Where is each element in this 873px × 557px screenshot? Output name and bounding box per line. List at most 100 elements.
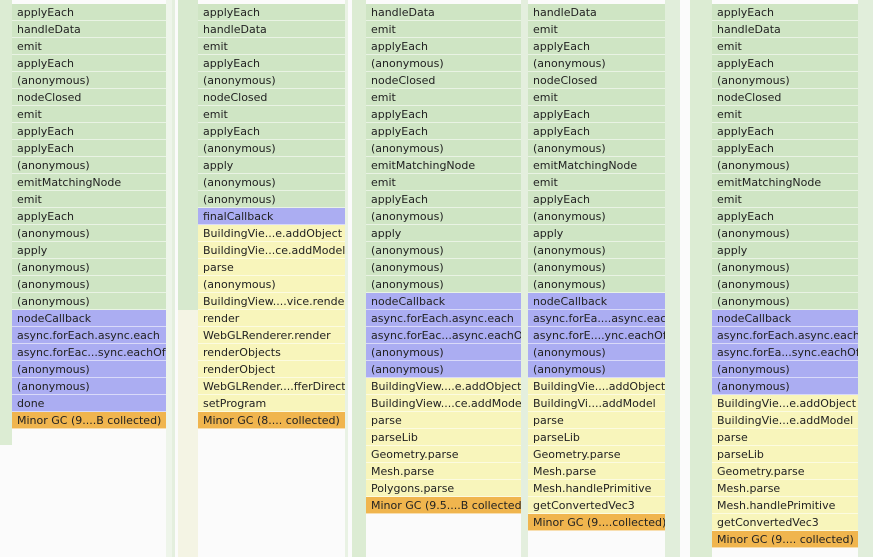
call-frame[interactable]: applyEach xyxy=(528,38,665,55)
call-frame[interactable]: applyEach xyxy=(366,38,521,55)
call-frame[interactable]: apply xyxy=(198,157,345,174)
call-frame[interactable]: emit xyxy=(712,106,858,123)
call-frame[interactable]: setProgram xyxy=(198,395,345,412)
call-frame[interactable]: BuildingVie...e.addObject xyxy=(712,395,858,412)
call-frame[interactable]: applyEach xyxy=(198,123,345,140)
call-frame[interactable]: parse xyxy=(198,259,345,276)
call-frame[interactable]: (anonymous) xyxy=(366,242,521,259)
call-frame[interactable]: BuildingView....vice.render xyxy=(198,293,345,310)
call-frame[interactable]: applyEach xyxy=(12,123,166,140)
call-frame[interactable]: applyEach xyxy=(366,191,521,208)
call-frame[interactable]: (anonymous) xyxy=(712,293,858,310)
call-frame[interactable]: handleData xyxy=(12,21,166,38)
call-frame[interactable]: Mesh.parse xyxy=(366,463,521,480)
call-frame[interactable]: BuildingVi....addModel xyxy=(528,395,665,412)
call-frame[interactable]: Geometry.parse xyxy=(712,463,858,480)
call-frame[interactable]: BuildingView....ce.addModel xyxy=(366,395,521,412)
call-frame[interactable]: BuildingView....e.addObject xyxy=(366,378,521,395)
call-frame[interactable]: (anonymous) xyxy=(12,361,166,378)
call-frame[interactable]: async.forEa....async.each xyxy=(528,310,665,327)
call-frame[interactable]: async.forE....ync.eachOf xyxy=(528,327,665,344)
call-frame[interactable]: (anonymous) xyxy=(366,208,521,225)
call-frame[interactable]: applyEach xyxy=(12,208,166,225)
call-frame[interactable]: emit xyxy=(528,89,665,106)
call-frame[interactable]: done xyxy=(12,395,166,412)
call-frame[interactable]: parseLib xyxy=(528,429,665,446)
call-frame[interactable]: applyEach xyxy=(712,4,858,21)
call-frame[interactable]: applyEach xyxy=(528,191,665,208)
call-frame[interactable]: async.forEac...async.eachOf xyxy=(366,327,521,344)
call-frame[interactable]: applyEach xyxy=(198,55,345,72)
call-frame[interactable]: (anonymous) xyxy=(366,55,521,72)
call-frame[interactable]: nodeCallback xyxy=(528,293,665,310)
call-frame[interactable]: (anonymous) xyxy=(528,259,665,276)
call-frame[interactable]: (anonymous) xyxy=(528,276,665,293)
call-frame[interactable]: (anonymous) xyxy=(366,259,521,276)
call-frame[interactable]: nodeCallback xyxy=(12,310,166,327)
call-frame[interactable]: (anonymous) xyxy=(12,378,166,395)
call-frame[interactable]: nodeClosed xyxy=(12,89,166,106)
call-frame[interactable]: emit xyxy=(12,191,166,208)
call-frame[interactable]: (anonymous) xyxy=(12,276,166,293)
call-frame[interactable]: applyEach xyxy=(366,106,521,123)
call-frame[interactable]: emit xyxy=(712,38,858,55)
call-frame[interactable]: applyEach xyxy=(712,123,858,140)
call-frame[interactable]: emit xyxy=(366,21,521,38)
call-frame[interactable]: Minor GC (9....B collected) xyxy=(12,412,166,429)
call-frame[interactable]: emitMatchingNode xyxy=(712,174,858,191)
call-frame[interactable]: (anonymous) xyxy=(12,293,166,310)
call-frame[interactable]: (anonymous) xyxy=(366,276,521,293)
call-frame[interactable]: emit xyxy=(528,174,665,191)
call-frame[interactable]: (anonymous) xyxy=(366,361,521,378)
call-frame[interactable]: renderObject xyxy=(198,361,345,378)
call-frame[interactable]: emitMatchingNode xyxy=(366,157,521,174)
call-frame[interactable]: emit xyxy=(366,89,521,106)
call-frame[interactable]: (anonymous) xyxy=(198,140,345,157)
call-frame[interactable]: Mesh.handlePrimitive xyxy=(712,497,858,514)
call-frame[interactable]: Mesh.parse xyxy=(528,463,665,480)
call-frame[interactable]: nodeClosed xyxy=(528,72,665,89)
call-frame[interactable]: Minor GC (9....collected) xyxy=(528,514,665,531)
call-frame[interactable]: BuildingVie...e.addObject xyxy=(198,225,345,242)
call-frame[interactable]: applyEach xyxy=(366,123,521,140)
call-frame[interactable]: async.forEa...sync.eachOf xyxy=(712,344,858,361)
call-frame[interactable]: (anonymous) xyxy=(712,157,858,174)
call-frame[interactable]: nodeCallback xyxy=(712,310,858,327)
call-frame[interactable]: Minor GC (9.5....B collected) xyxy=(366,497,521,514)
call-frame[interactable]: nodeCallback xyxy=(366,293,521,310)
call-frame[interactable]: async.forEach.async.each xyxy=(12,327,166,344)
call-frame[interactable]: applyEach xyxy=(12,140,166,157)
call-frame[interactable]: Geometry.parse xyxy=(366,446,521,463)
call-frame[interactable]: (anonymous) xyxy=(12,259,166,276)
call-frame[interactable]: BuildingVie...ce.addModel xyxy=(198,242,345,259)
call-frame[interactable]: nodeClosed xyxy=(198,89,345,106)
call-frame[interactable]: (anonymous) xyxy=(528,140,665,157)
call-frame[interactable]: Geometry.parse xyxy=(528,446,665,463)
call-frame[interactable]: apply xyxy=(712,242,858,259)
call-frame[interactable]: (anonymous) xyxy=(712,361,858,378)
call-frame[interactable]: emit xyxy=(198,38,345,55)
call-frame[interactable]: emitMatchingNode xyxy=(12,174,166,191)
call-frame[interactable]: (anonymous) xyxy=(528,361,665,378)
call-frame[interactable]: parse xyxy=(528,412,665,429)
call-frame[interactable]: parseLib xyxy=(366,429,521,446)
call-frame[interactable]: (anonymous) xyxy=(528,242,665,259)
call-frame[interactable]: async.forEach.async.each xyxy=(366,310,521,327)
call-frame[interactable]: (anonymous) xyxy=(12,225,166,242)
call-frame[interactable]: handleData xyxy=(528,4,665,21)
call-frame[interactable]: Minor GC (9.... collected) xyxy=(712,531,858,548)
call-frame[interactable]: emit xyxy=(528,21,665,38)
call-frame[interactable]: (anonymous) xyxy=(528,208,665,225)
call-frame[interactable]: (anonymous) xyxy=(198,191,345,208)
call-frame[interactable]: async.forEach.async.each xyxy=(712,327,858,344)
call-frame[interactable]: handleData xyxy=(198,21,345,38)
call-frame[interactable]: (anonymous) xyxy=(198,174,345,191)
call-frame[interactable]: (anonymous) xyxy=(198,72,345,89)
call-frame[interactable]: handleData xyxy=(712,21,858,38)
call-frame[interactable]: (anonymous) xyxy=(712,378,858,395)
call-frame[interactable]: Mesh.handlePrimitive xyxy=(528,480,665,497)
call-frame[interactable]: Mesh.parse xyxy=(712,480,858,497)
call-frame[interactable]: getConvertedVec3 xyxy=(528,497,665,514)
call-frame[interactable]: (anonymous) xyxy=(712,276,858,293)
call-frame[interactable]: (anonymous) xyxy=(528,344,665,361)
